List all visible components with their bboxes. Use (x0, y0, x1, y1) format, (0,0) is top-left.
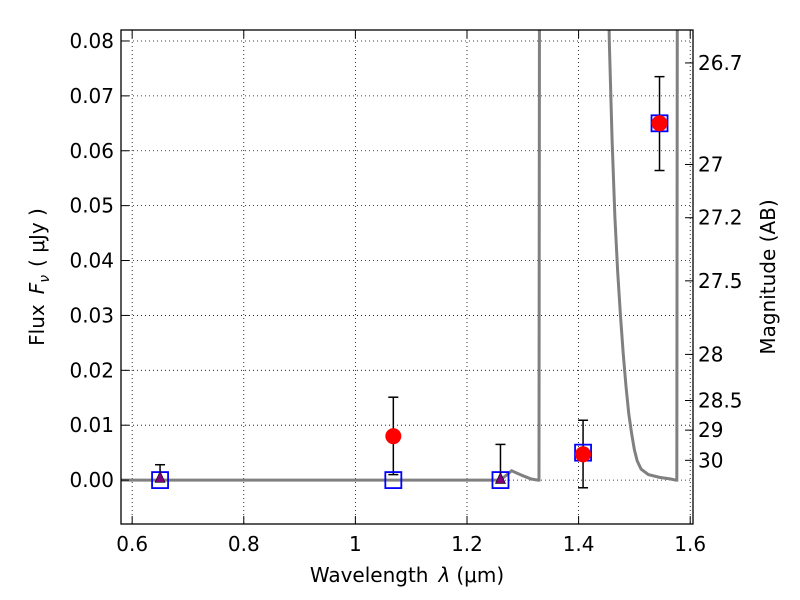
x-axis-label-text: Wavelength (310, 563, 429, 587)
y2-axis-label: Magnitude (AB) (756, 199, 780, 354)
y-axis-label-text: Flux (25, 304, 49, 346)
y-axis-label: Flux Fν ( μJy ) (25, 208, 53, 346)
data-layer (151, 75, 669, 489)
y2-tick-label: 28.5 (698, 389, 743, 413)
y2-tick-label: 27.5 (698, 269, 743, 293)
y2-tick-label: 29 (698, 418, 723, 442)
y-axis-label-var: F (25, 282, 49, 294)
plot-frame (120, 29, 694, 525)
y-tick-label: 0.01 (69, 413, 114, 437)
y-tick-label: 0.07 (69, 84, 114, 108)
x-tick-label: 0.6 (116, 532, 148, 556)
model-point-marker (384, 471, 403, 489)
x-tick-label: 1.2 (451, 532, 483, 556)
y-tick-label: 0.05 (69, 194, 114, 218)
y-axis-label-sub: ν (37, 275, 53, 283)
upper-limit-marker (154, 470, 166, 483)
observed-point (575, 446, 592, 463)
model-spectrum-layer (121, 30, 679, 482)
y2-tick-label: 27 (698, 152, 723, 176)
y-tick-label: 0.03 (69, 303, 114, 327)
y-axis-label-unit: ( μJy ) (25, 208, 49, 267)
y-tick-label: 0.02 (69, 358, 114, 382)
x-tick-label: 1 (349, 532, 362, 556)
grid (121, 30, 693, 524)
y-tick-label: 0.00 (69, 468, 114, 492)
y2-tick-label: 28 (698, 342, 723, 366)
x-tick-label: 1.4 (563, 532, 595, 556)
x-tick-label: 1.6 (674, 532, 706, 556)
y-tick-label: 0.04 (69, 249, 114, 273)
observed-point (385, 428, 402, 445)
observed-point (651, 115, 668, 132)
x-axis-label: Wavelength λ (μm) (310, 563, 504, 587)
model-spectrum-line (121, 30, 679, 482)
x-axis-label-var: λ (438, 563, 451, 587)
y2-tick-label: 26.7 (698, 51, 743, 75)
axes: 0.6 0.8 1 1.2 1.4 1.6 0.00 0.01 0.02 0.03 0.04 0.05… (69, 29, 742, 556)
y2-tick-label: 30 (698, 448, 723, 472)
y2-tick-label: 27.2 (698, 206, 743, 230)
x-axis-label-unit: (μm) (456, 563, 504, 587)
y-tick-label: 0.06 (69, 139, 114, 163)
x-tick-label: 0.8 (228, 532, 260, 556)
y-tick-label: 0.08 (69, 29, 114, 53)
upper-limit-marker (495, 471, 506, 484)
